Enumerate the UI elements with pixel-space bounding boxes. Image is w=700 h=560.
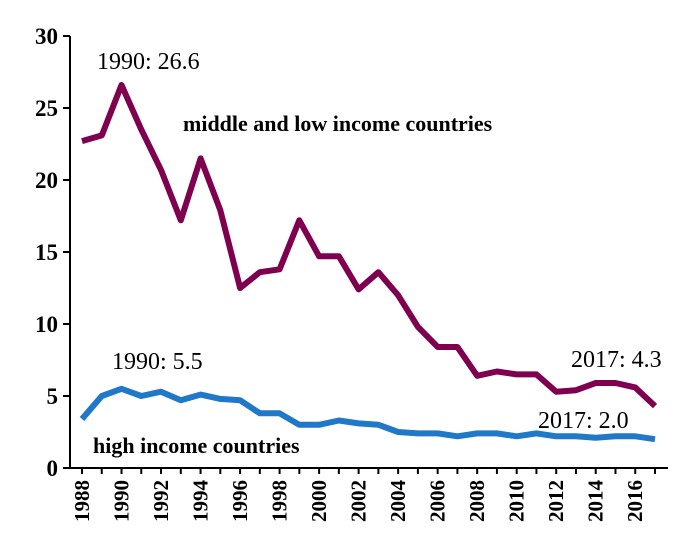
x-tick-label: 1992 bbox=[149, 480, 173, 522]
y-tick-label: 10 bbox=[35, 312, 58, 337]
series-line-high-income bbox=[79, 385, 656, 443]
x-axis: 1988 1990 1992 1994 1996 1998 2000 2002 2004 2006… bbox=[70, 467, 668, 523]
series-label-middle-low: middle and low income countries bbox=[183, 111, 493, 136]
y-tick-label: 0 bbox=[47, 456, 59, 481]
x-tick-label: 1988 bbox=[70, 480, 94, 522]
x-tick-label: 2012 bbox=[544, 480, 568, 522]
x-tick-label: 1998 bbox=[268, 480, 292, 522]
x-tick-label: 2006 bbox=[426, 480, 450, 522]
x-tick-label: 2008 bbox=[465, 480, 489, 522]
x-tick-label: 1996 bbox=[228, 480, 252, 522]
x-tick-label: 2010 bbox=[505, 480, 529, 522]
x-tick-label: 2000 bbox=[307, 480, 331, 522]
chart-labels: middle and low income countries high inc… bbox=[93, 49, 662, 458]
y-tick-label: 5 bbox=[47, 384, 59, 409]
annotation-1990-middle-low: 1990: 26.6 bbox=[97, 49, 200, 75]
x-tick-label: 2016 bbox=[623, 480, 647, 522]
x-tick-label: 2002 bbox=[347, 480, 371, 522]
x-tick-label: 1994 bbox=[189, 480, 213, 523]
series-lines bbox=[79, 82, 658, 443]
x-tick-label: 1990 bbox=[110, 480, 134, 522]
y-tick-label: 15 bbox=[35, 240, 58, 265]
annotation-1990-high: 1990: 5.5 bbox=[112, 349, 203, 375]
series-label-high: high income countries bbox=[93, 433, 300, 458]
y-tick-label: 20 bbox=[35, 168, 58, 193]
y-tick-label: 30 bbox=[35, 24, 58, 49]
y-axis: 0 5 10 15 20 25 30 bbox=[35, 24, 71, 481]
annotation-2017-high: 2017: 2.0 bbox=[538, 408, 629, 434]
y-tick-label: 25 bbox=[35, 96, 58, 121]
x-tick-label: 2004 bbox=[386, 480, 410, 523]
series-line-middle-low-income bbox=[81, 82, 658, 409]
annotation-2017-middle-low: 2017: 4.3 bbox=[571, 347, 662, 373]
x-tick-label: 2014 bbox=[584, 480, 608, 523]
